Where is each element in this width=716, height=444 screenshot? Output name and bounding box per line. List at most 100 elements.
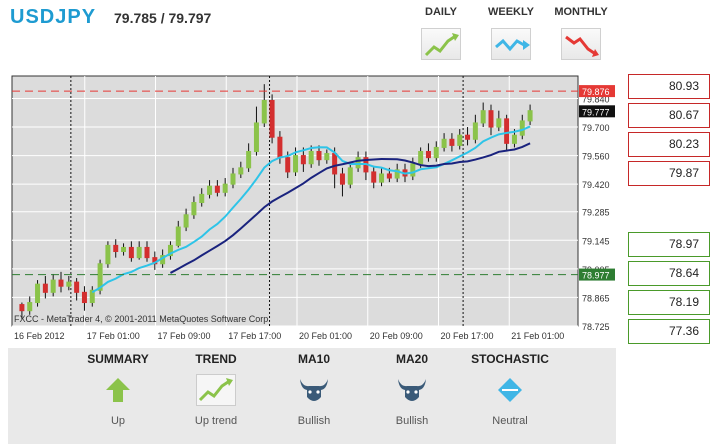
- indicator-summary-panel: SUMMARY Up TREND Up trend MA10 Bullish M…: [8, 348, 616, 444]
- timeframe-daily[interactable]: DAILY: [406, 6, 476, 60]
- candle-body: [58, 279, 64, 287]
- bid-ask-price: 79.785 / 79.797: [114, 10, 212, 26]
- resistance-levels: 80.93 80.67 80.23 79.87: [628, 74, 710, 190]
- candle-body: [136, 246, 142, 259]
- resistance-level: 79.87: [628, 161, 710, 186]
- support-tag: [579, 268, 615, 281]
- candle-body: [199, 193, 205, 204]
- support-level: 78.19: [628, 290, 710, 315]
- downtrend-chart-icon[interactable]: [561, 28, 601, 60]
- candle-body: [504, 118, 510, 144]
- indicator-ma20: MA20 Bullish: [366, 352, 458, 429]
- indicator-value: Up: [110, 415, 126, 427]
- y-tick-label: 79.560: [582, 152, 610, 162]
- candle-body: [66, 281, 72, 287]
- x-tick-label: 17 Feb 01:00: [87, 331, 140, 341]
- y-tick-label: 79.840: [582, 94, 610, 104]
- candlestick-chart: 79.84079.70079.56079.42079.28579.14579.0…: [11, 75, 615, 341]
- y-tick-label: 78.865: [582, 293, 610, 303]
- candle-body: [418, 151, 424, 165]
- candle-body: [144, 246, 150, 259]
- uptrend-chart-icon[interactable]: [421, 28, 461, 60]
- timeframe-monthly[interactable]: MONTHLY: [546, 6, 616, 60]
- bull-icon: [366, 370, 458, 410]
- candle-body: [230, 173, 236, 185]
- candle-body: [81, 291, 87, 304]
- candle-body: [527, 110, 533, 122]
- x-tick-label: 16 Feb 2012: [14, 331, 65, 341]
- candle-body: [316, 151, 322, 161]
- current-price-label: 79.777: [582, 107, 610, 117]
- candle-body: [332, 153, 338, 175]
- candle-body: [214, 185, 220, 193]
- candle-body: [324, 153, 330, 161]
- candle-body: [113, 244, 119, 253]
- candle-body: [35, 283, 41, 304]
- timeframe-weekly[interactable]: WEEKLY: [476, 6, 546, 60]
- resistance-tag: [579, 85, 615, 98]
- candle-body: [97, 263, 103, 291]
- candle-body: [441, 138, 447, 148]
- candle-body: [511, 134, 517, 144]
- candle-body: [519, 120, 525, 136]
- resistance-level: 80.67: [628, 103, 710, 128]
- candle-body: [293, 155, 299, 173]
- candle-body: [300, 155, 306, 165]
- up-arrow-icon: [72, 370, 164, 410]
- symbol-title: USDJPY: [10, 6, 97, 28]
- candle-body: [238, 167, 244, 175]
- candle-body: [308, 151, 314, 165]
- indicator-title: MA10: [297, 352, 330, 366]
- y-tick-label: 79.420: [582, 180, 610, 190]
- candle-body: [433, 146, 439, 159]
- indicator-title: STOCHASTIC: [471, 352, 549, 366]
- candle-body: [19, 304, 25, 312]
- current-price-tag: [579, 105, 615, 118]
- indicator-value: Bullish: [395, 415, 429, 427]
- indicator-title: SUMMARY: [87, 352, 149, 366]
- candle-body: [355, 157, 361, 169]
- support-level: 78.97: [628, 232, 710, 257]
- candle-body: [175, 226, 181, 246]
- resistance-label: 79.876: [582, 87, 610, 97]
- candle-body: [191, 202, 197, 216]
- resistance-level: 80.93: [628, 74, 710, 99]
- uptrend-chart-icon: [170, 370, 262, 410]
- candle-body: [425, 151, 431, 159]
- support-label: 78.977: [582, 271, 610, 281]
- timeframe-label: DAILY: [425, 6, 457, 18]
- candle-body: [121, 246, 127, 253]
- candle-body: [488, 110, 494, 128]
- bull-icon: [268, 370, 360, 410]
- ma10-line: [91, 125, 531, 294]
- candle-body: [42, 283, 48, 293]
- x-tick-label: 20 Feb 17:00: [441, 331, 494, 341]
- candle-body: [50, 279, 56, 293]
- x-tick-label: 17 Feb 09:00: [158, 331, 211, 341]
- price-chart[interactable]: 79.84079.70079.56079.42079.28579.14579.0…: [8, 72, 616, 344]
- candle-body: [128, 246, 134, 259]
- indicator-title: TREND: [195, 352, 237, 366]
- candle-body: [74, 281, 80, 293]
- candle-body: [472, 122, 478, 140]
- candle-body: [253, 122, 259, 153]
- candle-body: [347, 167, 353, 185]
- candle-body: [183, 214, 189, 228]
- candle-body: [371, 171, 377, 183]
- candle-body: [261, 99, 267, 124]
- candle-body: [394, 169, 400, 179]
- sideways-trend-chart-icon[interactable]: [491, 28, 531, 60]
- indicator-trend: TREND Up trend: [170, 352, 262, 429]
- candle-body: [386, 173, 392, 179]
- candle-body: [222, 183, 228, 193]
- indicator-value: Bullish: [297, 415, 331, 427]
- candle-body: [496, 118, 502, 128]
- candle-body: [465, 134, 471, 140]
- indicator-summary: SUMMARY Up: [72, 352, 164, 429]
- candle-body: [277, 136, 283, 159]
- timeframe-label: WEEKLY: [487, 6, 535, 18]
- y-tick-label: 79.285: [582, 208, 610, 218]
- chart-watermark: FXCC - MetaTrader 4, © 2001-2011 MetaQuo…: [14, 314, 271, 324]
- candle-body: [410, 163, 416, 177]
- candle-body: [379, 173, 385, 183]
